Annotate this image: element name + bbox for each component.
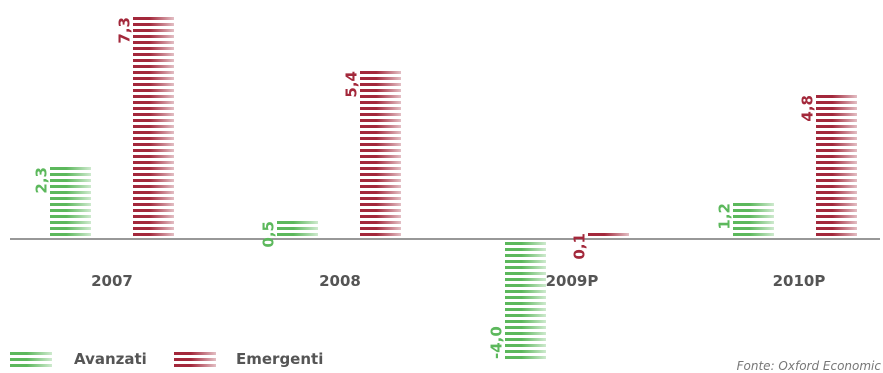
legend-swatch-avanzati	[10, 352, 52, 367]
bar-avanzati-2009p	[505, 242, 546, 359]
label-avanzati-2009p: -4,0	[488, 326, 506, 359]
bar-avanzati-2008	[277, 221, 318, 236]
legend-label-emergenti: Emergenti	[236, 350, 323, 368]
x-tick-labels: 2007 2008 2009P 2010P	[91, 272, 825, 290]
label-avanzati-2010p: 1,2	[716, 203, 734, 230]
x-tick-2010p: 2010P	[773, 272, 826, 290]
label-emergenti-2008: 5,4	[343, 71, 361, 98]
x-tick-2007: 2007	[91, 272, 133, 290]
x-tick-2008: 2008	[319, 272, 361, 290]
legend-swatch-emergenti	[174, 352, 216, 367]
bar-emergenti-2009p	[588, 233, 629, 236]
bar-emergenti-2010p	[816, 95, 857, 236]
bar-avanzati-2007	[50, 167, 91, 236]
bar-emergenti-2007	[133, 17, 174, 236]
label-emergenti-2009p: 0,1	[571, 233, 589, 260]
x-tick-2009p: 2009P	[546, 272, 599, 290]
bar-emergenti-2008	[360, 71, 401, 236]
bar-avanzati-2010p	[733, 203, 774, 236]
label-emergenti-2007: 7,3	[116, 17, 134, 44]
label-emergenti-2010p: 4,8	[799, 95, 817, 122]
data-labels: 2,3 0,5 -4,0 1,2 7,3 5,4 0,1 4,8	[33, 17, 817, 359]
bars-layer	[50, 17, 857, 359]
label-avanzati-2007: 2,3	[33, 167, 51, 194]
label-avanzati-2008: 0,5	[260, 221, 278, 248]
legend: Avanzati Emergenti	[10, 350, 323, 368]
source-note: Fonte: Oxford Economic	[737, 359, 882, 373]
legend-label-avanzati: Avanzati	[74, 350, 147, 368]
